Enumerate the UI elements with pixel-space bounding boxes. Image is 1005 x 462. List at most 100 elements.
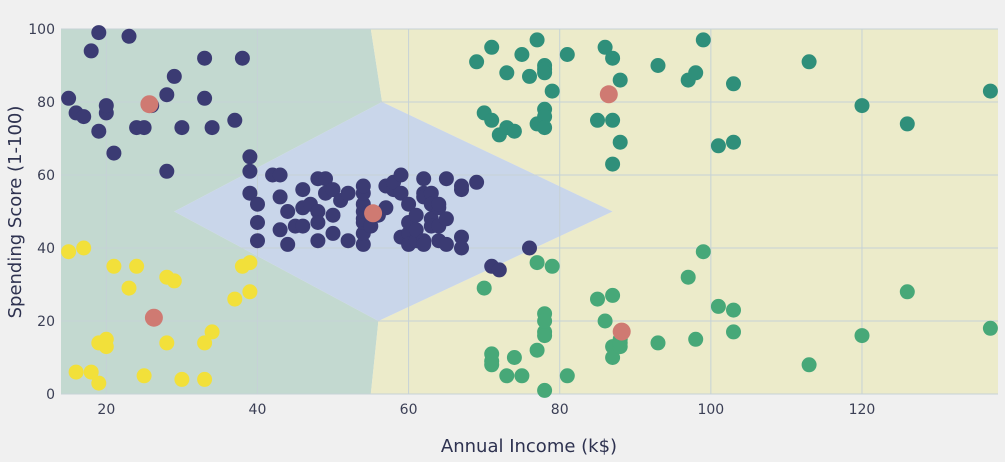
data-point-navy [454,240,469,256]
data-point-navy [491,262,507,278]
data-point-green [650,335,666,351]
data-point-navy [378,200,394,216]
data-point-teal [612,134,628,150]
data-point-green [537,328,553,344]
data-point-navy [355,178,371,194]
data-point-teal [801,54,817,70]
data-point-navy [204,120,220,136]
data-point-yellow [91,375,107,391]
y-tick-label: 60 [37,168,55,184]
data-point-navy [197,50,213,66]
data-point-navy [159,163,175,179]
data-point-teal [695,32,711,48]
data-point-green [537,313,553,329]
data-point-navy [325,225,341,241]
data-point-teal [605,50,621,66]
decision-region-3 [174,102,613,321]
y-tick-label: 20 [37,314,55,330]
data-point-green [688,331,704,347]
data-point-navy [355,236,371,252]
data-point-teal [506,123,522,139]
x-tick-label: 100 [697,402,724,418]
data-point-yellow [159,335,175,351]
data-point-green [680,269,696,285]
data-point-navy [438,211,454,227]
data-point-yellow [129,258,145,274]
data-point-green [899,284,915,300]
data-point-navy [416,171,432,187]
data-point-navy [166,68,182,84]
grid-lines [61,28,998,395]
data-point-navy [295,218,311,234]
data-point-navy [272,167,288,183]
data-point-navy [363,218,379,234]
data-point-navy [106,145,122,161]
data-point-yellow [197,371,213,387]
data-point-green [476,280,492,296]
data-point-navy [227,112,243,128]
y-axis-label: Spending Score (1-100) [5,106,26,319]
centroid-point [612,322,631,341]
data-point-navy [310,204,326,219]
data-point-yellow [242,255,258,271]
data-point-navy [250,196,265,212]
data-point-navy [83,43,99,59]
data-point-yellow [197,335,213,351]
data-point-green [726,302,741,318]
x-tick-label: 20 [97,402,115,418]
data-point-yellow [121,280,137,296]
data-point-green [537,382,553,398]
data-point-teal [514,47,530,62]
data-point-teal [484,39,500,55]
data-point-navy [91,25,107,41]
y-tick-label: 80 [37,95,55,111]
data-point-navy [159,87,175,103]
data-point-navy [76,109,92,125]
data-point-teal [605,112,621,128]
data-point-green [514,368,530,384]
x-axis-label: Annual Income (k$) [441,436,617,457]
x-tick-label: 40 [249,402,267,418]
data-point-green [710,298,726,314]
data-point-yellow [136,368,152,384]
data-point-navy [242,185,258,201]
data-point-navy [454,178,469,194]
data-point-teal [982,83,998,99]
data-point-teal [469,54,485,70]
data-point-navy [469,174,485,190]
data-point-navy [295,182,311,198]
data-point-yellow [68,364,84,380]
data-point-green [726,324,741,340]
centroid-point [140,95,159,114]
data-point-navy [401,196,417,212]
data-point-teal [597,39,613,55]
data-point-teal [605,156,621,172]
data-point-teal [710,138,726,154]
data-point-teal [537,109,553,125]
data-point-navy [423,185,439,201]
data-point-navy [91,123,107,139]
data-point-navy [318,171,333,187]
data-point-navy [431,196,447,212]
data-point-green [484,357,500,373]
data-point-green [854,328,870,344]
data-point-green [529,342,545,358]
data-point-yellow [83,364,99,380]
data-point-navy [522,240,537,256]
data-point-yellow [61,244,77,260]
decision-region-2 [370,29,998,394]
data-point-yellow [242,284,258,300]
data-point-green [529,255,545,271]
data-point-navy [408,222,424,238]
data-point-navy [61,90,77,106]
data-point-navy [197,90,213,106]
data-point-navy [280,204,296,219]
data-point-teal [537,65,553,81]
data-point-green [605,350,621,365]
data-point-teal [522,68,537,84]
data-point-navy [280,236,296,252]
data-point-navy [310,215,326,230]
data-point-teal [688,65,704,81]
data-point-navy [325,207,341,223]
